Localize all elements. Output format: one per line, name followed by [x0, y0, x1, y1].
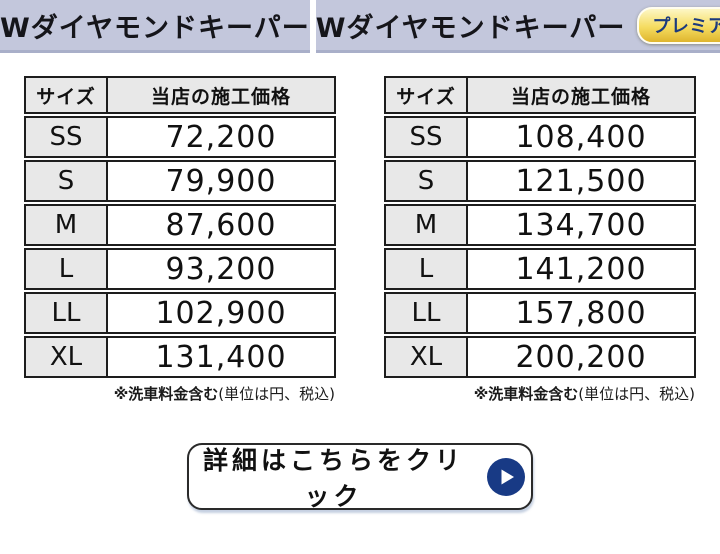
size-cell: LL: [26, 294, 108, 332]
size-cell: XL: [386, 338, 468, 376]
cta-container: 詳細はこちらをクリック: [0, 443, 720, 511]
right-title: Wダイヤモンドキーパー: [315, 12, 626, 44]
title-bands: Wダイヤモンドキーパー Wダイヤモンドキーパー プレミアム: [0, 0, 720, 53]
price-cell: 134,700: [468, 206, 694, 244]
price-header: 当店の施工価格: [468, 78, 694, 112]
table-row: XL 131,400: [24, 336, 336, 378]
size-cell: M: [26, 206, 108, 244]
price-tables: サイズ 当店の施工価格 SS 72,200 S 79,900 M 87,600 …: [0, 76, 720, 404]
size-cell: LL: [386, 294, 468, 332]
size-cell: L: [386, 250, 468, 288]
left-price-table: サイズ 当店の施工価格 SS 72,200 S 79,900 M 87,600 …: [24, 76, 336, 378]
table-row: L 141,200: [384, 248, 696, 290]
size-cell: SS: [386, 118, 468, 156]
price-cell: 200,200: [468, 338, 694, 376]
size-cell: SS: [26, 118, 108, 156]
table-header-row: サイズ 当店の施工価格: [24, 76, 336, 114]
price-cell: 121,500: [468, 162, 694, 200]
size-header: サイズ: [26, 78, 108, 112]
right-title-band: Wダイヤモンドキーパー プレミアム: [315, 0, 720, 53]
price-cell: 131,400: [108, 338, 334, 376]
table-row: S 79,900: [24, 160, 336, 202]
table-row: LL 102,900: [24, 292, 336, 334]
price-cell: 141,200: [468, 250, 694, 288]
table-row: LL 157,800: [384, 292, 696, 334]
left-table-footnote: ※洗車料金含む(単位は円、税込): [24, 383, 336, 404]
left-title-band: Wダイヤモンドキーパー: [0, 0, 310, 53]
table-row: SS 108,400: [384, 116, 696, 158]
table-row: S 121,500: [384, 160, 696, 202]
table-row: M 87,600: [24, 204, 336, 246]
price-cell: 93,200: [108, 250, 334, 288]
footnote-normal: (単位は円、税込): [218, 385, 335, 403]
table-row: M 134,700: [384, 204, 696, 246]
table-row: SS 72,200: [24, 116, 336, 158]
size-cell: S: [386, 162, 468, 200]
right-price-table: サイズ 当店の施工価格 SS 108,400 S 121,500 M 134,7…: [384, 76, 696, 378]
table-row: L 93,200: [24, 248, 336, 290]
right-table-footnote: ※洗車料金含む(単位は円、税込): [384, 383, 696, 404]
price-cell: 157,800: [468, 294, 694, 332]
size-cell: M: [386, 206, 468, 244]
price-header: 当店の施工価格: [108, 78, 334, 112]
price-cell: 72,200: [108, 118, 334, 156]
table-row: XL 200,200: [384, 336, 696, 378]
left-panel: サイズ 当店の施工価格 SS 72,200 S 79,900 M 87,600 …: [24, 76, 336, 404]
table-header-row: サイズ 当店の施工価格: [384, 76, 696, 114]
size-cell: L: [26, 250, 108, 288]
footnote-bold: ※洗車料金含む: [473, 385, 579, 403]
footnote-normal: (単位は円、税込): [578, 385, 695, 403]
size-cell: XL: [26, 338, 108, 376]
details-button[interactable]: 詳細はこちらをクリック: [187, 443, 533, 511]
details-button-label: 詳細はこちらをクリック: [202, 445, 464, 511]
price-cell: 87,600: [108, 206, 334, 244]
right-panel: サイズ 当店の施工価格 SS 108,400 S 121,500 M 134,7…: [384, 76, 696, 404]
premium-badge: プレミアム: [637, 6, 720, 44]
footnote-bold: ※洗車料金含む: [113, 385, 219, 403]
left-title: Wダイヤモンドキーパー: [0, 12, 310, 44]
play-circle-icon: [487, 457, 525, 496]
size-cell: S: [26, 162, 108, 200]
price-cell: 79,900: [108, 162, 334, 200]
price-cell: 102,900: [108, 294, 334, 332]
size-header: サイズ: [386, 78, 468, 112]
price-cell: 108,400: [468, 118, 694, 156]
